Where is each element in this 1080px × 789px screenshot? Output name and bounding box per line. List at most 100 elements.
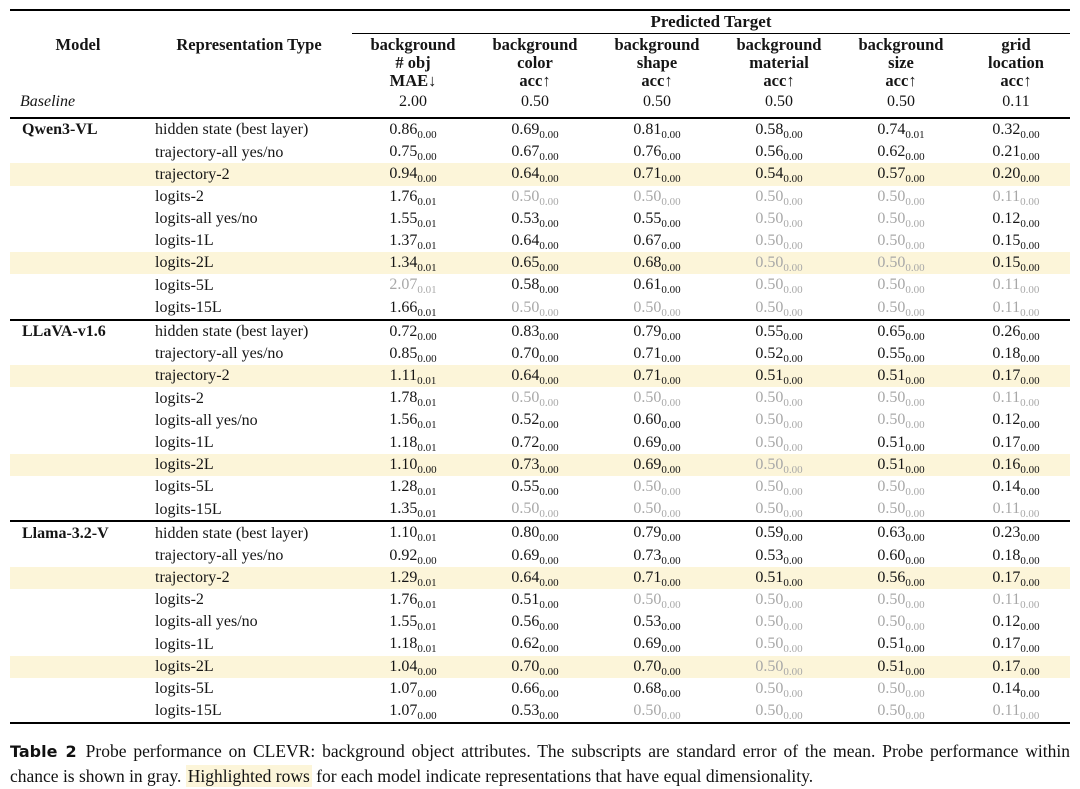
value-cell: 0.170.00 bbox=[992, 433, 1040, 454]
value-cell: 0.600.00 bbox=[877, 546, 925, 567]
rep-cell: logits-all yes/no bbox=[155, 411, 258, 429]
value-cell: 0.700.00 bbox=[596, 655, 718, 678]
value-cell: 0.500.00 bbox=[877, 231, 925, 253]
table-body: Qwen3-VL hidden state (best layer) 0.860.0… bbox=[10, 118, 1070, 723]
rep-cell: logits-2L bbox=[146, 655, 352, 678]
rep-cell: logits-2 bbox=[155, 591, 204, 609]
column-header-shape: background shape acc↑ bbox=[596, 34, 718, 91]
value-cell: 0.710.00 bbox=[596, 566, 718, 589]
rep-cell: logits-15L bbox=[146, 498, 352, 523]
value-cell: 0.110.00 bbox=[992, 389, 1040, 410]
rep-cell: logits-1L bbox=[155, 232, 214, 250]
value-cell: 1.660.01 bbox=[352, 296, 474, 321]
value-cell: 0.510.00 bbox=[840, 453, 962, 476]
value-cell: 0.500.00 bbox=[755, 231, 803, 253]
table-row: logits-15L 1.070.00 0.530.00 0.500.00 0.500.… bbox=[10, 700, 1070, 723]
value-cell: 0.550.00 bbox=[877, 344, 925, 366]
rep-cell: hidden state (best layer) bbox=[155, 323, 309, 341]
value-cell: 0.500.00 bbox=[511, 389, 559, 410]
baseline-value: 0.50 bbox=[596, 90, 718, 119]
table-row: logits-1L 1.180.01 0.720.00 0.690.00 0.500.0… bbox=[10, 432, 1070, 454]
value-cell: 0.650.00 bbox=[474, 252, 596, 275]
value-cell: 0.110.00 bbox=[992, 590, 1040, 612]
value-cell: 0.530.00 bbox=[755, 546, 803, 567]
baseline-value: 0.50 bbox=[718, 90, 840, 119]
value-cell: 0.690.00 bbox=[633, 433, 681, 454]
value-cell: 0.710.00 bbox=[633, 344, 681, 366]
value-cell: 0.660.00 bbox=[511, 679, 559, 700]
value-cell: 0.500.00 bbox=[877, 613, 925, 634]
value-cell: 1.040.00 bbox=[352, 655, 474, 678]
value-cell: 0.860.00 bbox=[389, 121, 437, 142]
rep-cell: hidden state (best layer) bbox=[155, 524, 309, 542]
value-cell: 0.110.00 bbox=[962, 498, 1070, 523]
value-cell: 0.230.00 bbox=[992, 524, 1040, 545]
value-cell: 0.500.00 bbox=[755, 590, 803, 612]
value-cell: 0.110.00 bbox=[992, 187, 1040, 208]
value-cell: 0.170.00 bbox=[962, 365, 1070, 388]
value-cell: 0.170.00 bbox=[962, 566, 1070, 589]
table-row: logits-15L 1.350.01 0.500.00 0.500.00 0.500.… bbox=[10, 498, 1070, 523]
value-cell: 0.500.00 bbox=[840, 498, 962, 523]
value-cell: 0.690.00 bbox=[511, 121, 559, 142]
table-row: logits-2 1.780.01 0.500.00 0.500.00 0.500.00… bbox=[10, 387, 1070, 409]
value-cell: 0.730.00 bbox=[474, 453, 596, 476]
value-cell: 0.690.00 bbox=[633, 635, 681, 656]
value-cell: 1.340.01 bbox=[352, 252, 474, 275]
value-cell: 2.070.01 bbox=[389, 276, 437, 297]
value-cell: 0.850.00 bbox=[389, 344, 437, 366]
value-cell: 0.500.00 bbox=[840, 296, 962, 321]
model-cell bbox=[10, 252, 146, 275]
value-cell: 0.510.00 bbox=[718, 566, 840, 589]
value-cell: 0.560.00 bbox=[840, 566, 962, 589]
value-cell: 0.500.00 bbox=[877, 411, 925, 432]
value-cell: 1.290.01 bbox=[352, 566, 474, 589]
value-cell: 0.510.00 bbox=[877, 635, 925, 656]
results-table: Predicted Target Model Representation Ty… bbox=[10, 9, 1070, 725]
model-cell bbox=[10, 589, 146, 611]
value-cell: 1.100.01 bbox=[389, 524, 437, 545]
value-cell: 0.170.00 bbox=[962, 655, 1070, 678]
rep-cell: logits-5L bbox=[155, 680, 214, 698]
value-cell: 0.500.00 bbox=[718, 252, 840, 275]
rep-cell: trajectory-2 bbox=[146, 365, 352, 388]
table-row: trajectory-2 1.290.01 0.640.00 0.710.00 0.51… bbox=[10, 566, 1070, 589]
value-cell: 0.500.00 bbox=[755, 701, 803, 723]
value-cell: 0.160.00 bbox=[962, 453, 1070, 476]
value-cell: 1.280.01 bbox=[389, 478, 437, 499]
value-cell: 0.500.00 bbox=[755, 209, 803, 230]
rep-cell: logits-2L bbox=[146, 453, 352, 476]
column-header-line: size bbox=[888, 53, 914, 72]
value-cell: 0.580.00 bbox=[511, 276, 559, 297]
model-cell: LLaVA-v1.6 bbox=[22, 323, 106, 341]
model-column-header: Model bbox=[55, 34, 101, 54]
table-row: trajectory-all yes/no 0.850.00 0.700.00 0.7… bbox=[10, 343, 1070, 365]
value-cell: 0.170.00 bbox=[992, 635, 1040, 656]
table-row: logits-15L 1.660.01 0.500.00 0.500.00 0.500.… bbox=[10, 296, 1070, 321]
value-cell: 0.500.00 bbox=[877, 478, 925, 499]
value-cell: 0.600.00 bbox=[633, 411, 681, 432]
value-cell: 0.500.00 bbox=[877, 590, 925, 612]
rep-cell: logits-5L bbox=[155, 276, 214, 294]
table-row: logits-5L 1.070.00 0.660.00 0.680.00 0.500.0… bbox=[10, 678, 1070, 700]
value-cell: 0.550.00 bbox=[511, 478, 559, 499]
column-header-line: # obj bbox=[395, 53, 431, 72]
value-cell: 0.680.00 bbox=[596, 252, 718, 275]
value-cell: 0.320.00 bbox=[992, 121, 1040, 142]
table-caption: Table 2 Probe performance on CLEVR: backg… bbox=[10, 739, 1070, 789]
value-cell: 0.500.00 bbox=[633, 701, 681, 723]
value-cell: 1.760.01 bbox=[389, 187, 437, 208]
table-row: logits-2 1.760.01 0.510.00 0.500.00 0.500.00… bbox=[10, 589, 1070, 611]
value-cell: 0.520.00 bbox=[755, 344, 803, 366]
value-cell: 0.710.00 bbox=[596, 365, 718, 388]
model-cell bbox=[10, 611, 146, 633]
value-cell: 0.670.00 bbox=[511, 143, 559, 164]
table-row: Qwen3-VL hidden state (best layer) 0.860.0… bbox=[10, 118, 1070, 141]
value-cell: 1.350.01 bbox=[352, 498, 474, 523]
table-row: trajectory-all yes/no 0.750.00 0.670.00 0.7… bbox=[10, 141, 1070, 163]
rep-cell: logits-15L bbox=[146, 296, 352, 321]
value-cell: 0.180.00 bbox=[992, 344, 1040, 366]
table-row: logits-2L 1.340.01 0.650.00 0.680.00 0.500.0… bbox=[10, 252, 1070, 275]
model-cell bbox=[10, 208, 146, 230]
model-cell bbox=[10, 678, 146, 700]
